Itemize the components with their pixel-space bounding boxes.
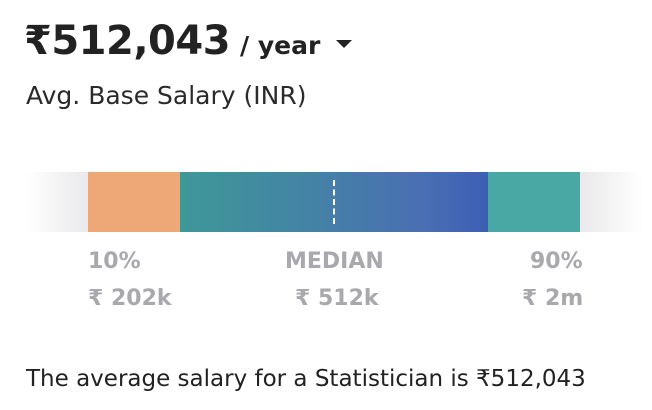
salary-subtitle: Avg. Base Salary (INR)	[26, 81, 307, 110]
range-segment-low	[88, 172, 180, 232]
percentile-10-label: 10%	[88, 249, 141, 274]
range-bar-fade-right	[580, 172, 644, 232]
average-salary-statement: The average salary for a Statistician is…	[26, 366, 586, 392]
salary-amount: ₹512,043	[24, 18, 231, 64]
percentile-10-value: ₹ 202k	[88, 286, 172, 311]
salary-period: / year	[240, 31, 321, 60]
salary-period-dropdown[interactable]: ₹512,043 / year	[24, 18, 353, 64]
median-marker	[333, 180, 335, 224]
percentile-90-label: 90%	[530, 249, 583, 274]
chevron-down-icon[interactable]	[336, 40, 353, 48]
range-segment-high	[488, 172, 580, 232]
median-value: ₹ 512k	[295, 286, 379, 311]
range-bar-fade-left	[26, 172, 88, 232]
median-label: MEDIAN	[285, 249, 384, 274]
percentile-90-value: ₹ 2m	[522, 286, 584, 311]
salary-range-bar	[0, 172, 652, 232]
